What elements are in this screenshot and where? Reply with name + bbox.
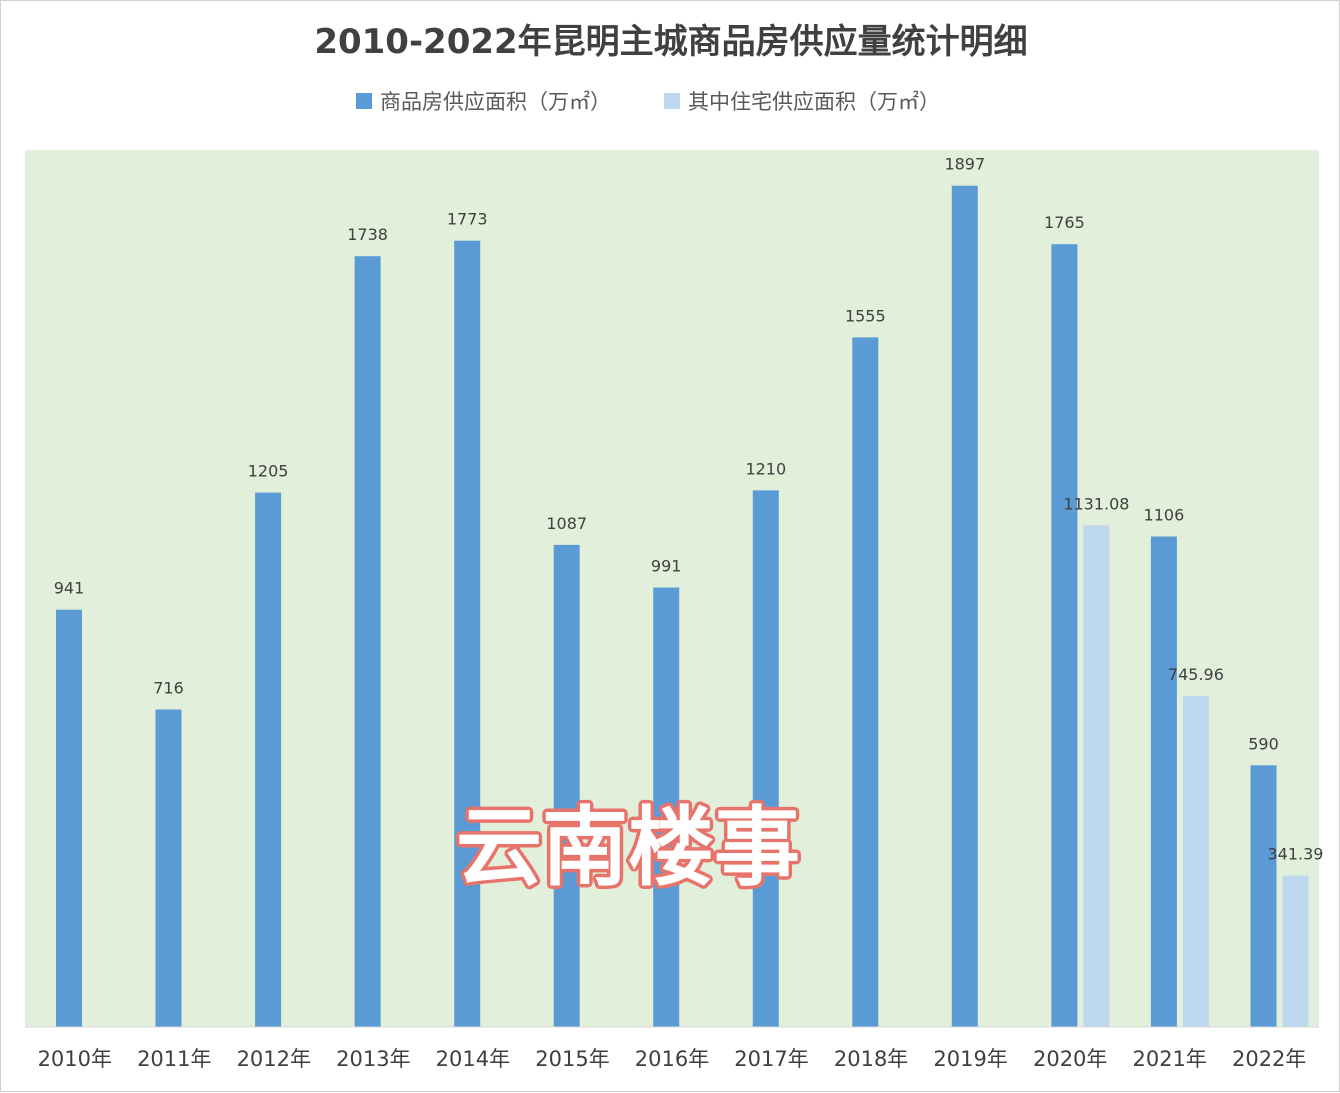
- x-axis-ticks: 2010年 2011年 2012年 2013年 2014年 2015年 2016年 2017年…: [38, 1047, 1307, 1071]
- x-tick-label-2018年: 2018年: [834, 1047, 908, 1071]
- data-label-residential-2022年: 341.39: [1268, 845, 1324, 864]
- chart-title: 2010-2022年昆明主城商品房供应量统计明细: [314, 22, 1027, 62]
- bar-supply-2019年: [951, 185, 978, 1027]
- data-label-supply-2020年: 1765: [1044, 213, 1085, 232]
- bar-supply-2011年: [155, 709, 182, 1027]
- x-tick-label-2015年: 2015年: [535, 1047, 609, 1071]
- data-label-supply-2012年: 1205: [248, 462, 289, 481]
- data-label-supply-2021年: 1106: [1144, 506, 1185, 525]
- legend-swatch-supply: [356, 93, 372, 109]
- x-tick-label-2019年: 2019年: [933, 1047, 1007, 1071]
- data-labels: 941 716 1205 1738 1773 1087 991 1210 1555 1897 176…: [54, 155, 1324, 864]
- data-label-supply-2016年: 991: [651, 557, 682, 576]
- data-label-supply-2010年: 941: [54, 579, 85, 598]
- legend-label-supply: 商品房供应面积（万㎡）: [380, 90, 611, 114]
- bar-supply-2018年: [852, 337, 879, 1027]
- bars: [56, 185, 1309, 1028]
- data-label-supply-2017年: 1210: [745, 459, 786, 478]
- bar-supply-2010年: [56, 609, 82, 1027]
- data-label-supply-2019年: 1897: [944, 155, 985, 174]
- legend-swatch-residential: [664, 93, 680, 109]
- x-tick-label-2011年: 2011年: [137, 1047, 211, 1071]
- data-label-supply-2011年: 716: [153, 679, 184, 698]
- x-tick-label-2014年: 2014年: [436, 1047, 510, 1071]
- bar-residential-2021年: [1182, 696, 1209, 1027]
- bar-supply-2012年: [255, 492, 282, 1028]
- x-tick-label-2010年: 2010年: [38, 1047, 112, 1071]
- data-label-residential-2020年: 1131.08: [1063, 494, 1129, 513]
- bar-residential-2022年: [1282, 875, 1309, 1027]
- x-tick-label-2013年: 2013年: [336, 1047, 410, 1071]
- bar-supply-2013年: [354, 256, 381, 1027]
- bar-supply-2016年: [653, 587, 680, 1027]
- x-tick-label-2012年: 2012年: [237, 1047, 311, 1071]
- x-tick-label-2022年: 2022年: [1232, 1047, 1306, 1071]
- bar-supply-2021年: [1150, 536, 1177, 1027]
- data-label-supply-2013年: 1738: [347, 225, 388, 244]
- data-label-supply-2022年: 590: [1248, 734, 1279, 753]
- bar-supply-2015年: [553, 544, 580, 1027]
- watermark-text: 云南楼事: [456, 798, 800, 898]
- data-label-supply-2015年: 1087: [546, 514, 587, 533]
- x-tick-label-2021年: 2021年: [1132, 1047, 1206, 1071]
- bar-supply-2020年: [1051, 244, 1078, 1027]
- bar-supply-2022年: [1250, 765, 1277, 1027]
- x-tick-label-2017年: 2017年: [734, 1047, 808, 1071]
- x-tick-label-2020年: 2020年: [1033, 1047, 1107, 1071]
- bar-residential-2020年: [1083, 525, 1110, 1027]
- data-label-supply-2018年: 1555: [845, 306, 886, 325]
- bar-supply-2014年: [454, 240, 481, 1027]
- legend: 商品房供应面积（万㎡） 其中住宅供应面积（万㎡）: [356, 90, 940, 114]
- data-label-residential-2021年: 745.96: [1168, 665, 1224, 684]
- legend-label-residential: 其中住宅供应面积（万㎡）: [688, 90, 940, 114]
- bar-supply-2017年: [752, 490, 779, 1027]
- x-tick-label-2016年: 2016年: [635, 1047, 709, 1071]
- data-label-supply-2014年: 1773: [447, 210, 488, 229]
